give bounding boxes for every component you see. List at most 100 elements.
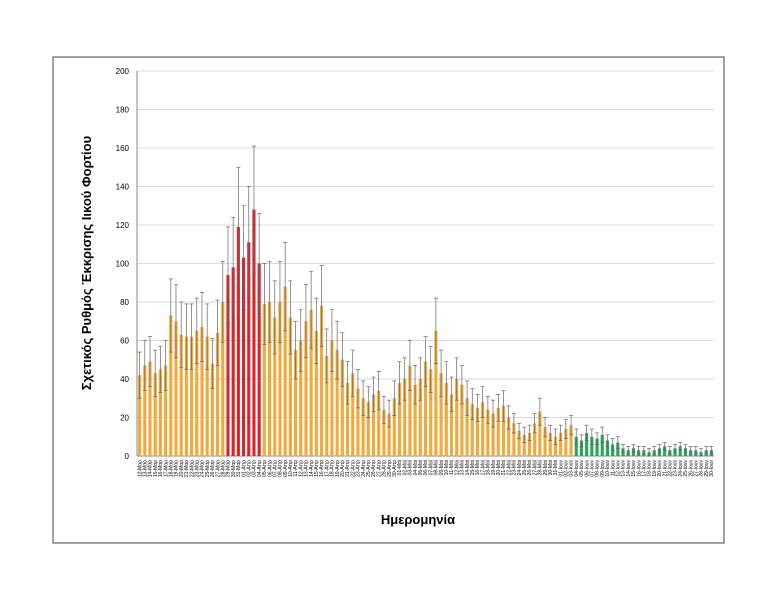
bar (143, 365, 147, 456)
bar (382, 409, 386, 456)
bar (242, 257, 246, 456)
bar (507, 417, 511, 456)
bar (590, 436, 594, 456)
bar (616, 442, 620, 456)
bar (325, 355, 329, 456)
x-tick-label: 25-Ιουν (683, 460, 689, 477)
x-tick-label: 22-Μαρ (189, 460, 195, 477)
bar (387, 413, 391, 456)
bar (231, 267, 235, 456)
x-tick-label: 30-Ιουν (709, 460, 715, 477)
x-tick-label: 15-Μαϊ (470, 459, 476, 475)
x-tick-label: 01-Ιουν (558, 460, 564, 477)
x-axis-label: Ημερομηνία (381, 512, 455, 527)
x-tick-label: 28-Απρ (382, 460, 388, 477)
x-tick-label: 20-Απρ (340, 460, 346, 477)
bar (356, 388, 360, 456)
x-tick-label: 16-Μαρ (158, 460, 164, 477)
x-tick-label: 01-Μαϊ (397, 459, 403, 475)
x-tick-label: 05-Μαϊ (418, 459, 424, 475)
bar (371, 394, 376, 456)
bar (413, 384, 417, 456)
bar (304, 321, 308, 456)
x-tick-label: 07-Ιουν (590, 460, 596, 477)
x-tick-label: 26-Απρ (371, 460, 377, 477)
bar (216, 332, 220, 456)
y-tick-label: 80 (120, 298, 129, 307)
x-tick-label: 16-Απρ (319, 460, 325, 477)
x-tick-label: 04-Ιουν (574, 460, 580, 477)
bar (538, 411, 542, 456)
bar (605, 440, 609, 456)
bar (429, 369, 433, 456)
bar (267, 302, 272, 456)
bar (236, 226, 240, 456)
bar (465, 398, 469, 456)
x-tick-label: 23-Απρ (356, 460, 362, 477)
x-tick-label: 19-Μαϊ (491, 459, 497, 475)
y-tick-label: 200 (116, 67, 130, 76)
x-tick-label: 09-Ιουν (600, 460, 606, 477)
x-tick-label: 23-Μαρ (194, 460, 200, 477)
bar (491, 413, 495, 456)
x-tick-label: 02-Απρ (246, 460, 252, 477)
x-tick-label: 23-Ιουν (673, 460, 679, 477)
x-tick-label: 30-Απρ (392, 460, 398, 477)
x-tick-label: 02-Μαϊ (402, 459, 408, 475)
bar (444, 382, 448, 456)
x-tick-label: 19-Ιουν (652, 460, 658, 477)
bar (564, 429, 568, 456)
x-tick-label: 29-Απρ (387, 460, 393, 477)
x-tick-label: 18-Απρ (330, 460, 336, 477)
x-tick-label: 29-Μαϊ (543, 459, 549, 475)
x-tick-label: 18-Μαρ (168, 460, 174, 477)
x-tick-label: 11-Μαϊ (449, 459, 455, 475)
bar (569, 425, 573, 456)
bar (200, 327, 204, 456)
bar (501, 405, 506, 456)
y-axis-label: Σχετικός Ρυθμός Έκκρισης Ιικού Φορτίου (79, 135, 94, 390)
y-tick-label: 180 (116, 106, 130, 115)
bar (335, 350, 339, 456)
x-tick-label: 17-Ιουν (642, 460, 648, 477)
bar (148, 361, 152, 456)
bar (210, 363, 214, 456)
x-tick-label: 17-Απρ (324, 460, 330, 477)
x-tick-label: 27-Μαρ (215, 460, 221, 477)
y-tick-label: 20 (120, 414, 129, 423)
x-tick-label: 14-Ιουν (626, 460, 632, 477)
bar (257, 263, 261, 456)
bar (470, 404, 474, 456)
x-tick-label: 14-Μαϊ (465, 459, 471, 475)
x-tick-label: 26-Μαϊ (527, 459, 533, 475)
bar (314, 330, 318, 456)
y-tick-label: 0 (125, 452, 130, 461)
x-tick-label: 12-Απρ (298, 460, 304, 477)
x-tick-label: 21-Ιουν (662, 460, 668, 477)
x-tick-label: 22-Απρ (350, 460, 356, 477)
bar (595, 438, 599, 456)
bar (153, 373, 157, 456)
x-tick-label: 29-Ιουν (704, 460, 710, 477)
bar (585, 432, 589, 456)
x-tick-label: 27-Ιουν (694, 460, 700, 477)
x-tick-label: 24-Απρ (361, 460, 367, 477)
bar (195, 330, 199, 456)
x-tick-label: 29-Μαρ (226, 460, 232, 477)
bar (319, 305, 324, 456)
bar (247, 242, 251, 456)
x-tick-label: 31-Μαρ (236, 460, 242, 477)
bar (288, 317, 292, 456)
x-tick-label: 13-Απρ (304, 460, 310, 477)
bar (299, 340, 303, 456)
bar (522, 434, 526, 456)
x-tick-label: 17-Μαϊ (480, 459, 486, 475)
x-tick-label: 30-Μαρ (231, 460, 237, 477)
bar (366, 402, 370, 456)
x-tick-label: 06-Απρ (267, 460, 273, 477)
bar (309, 309, 313, 456)
x-tick-label: 06-Ιουν (584, 460, 590, 477)
x-tick-label: 24-Μαρ (200, 460, 206, 477)
x-tick-label: 19-Απρ (335, 460, 341, 477)
bar (283, 286, 287, 456)
